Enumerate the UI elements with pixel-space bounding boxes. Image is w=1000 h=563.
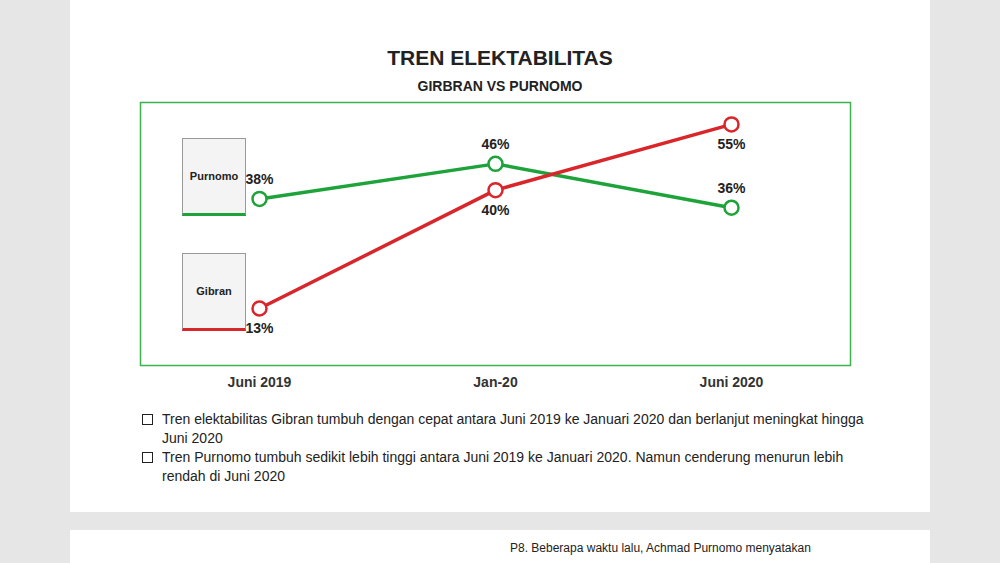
html-text:Gibran: Gibran: [196, 285, 232, 297]
html-text:TREN ELEKTABILITAS: TREN ELEKTABILITAS: [387, 46, 613, 69]
svg-text:36%: 36%: [717, 180, 746, 196]
html-text:P8. Beberapa waktu lalu, Achma: P8. Beberapa waktu lalu, Achmad Purnomo …: [510, 541, 811, 555]
svg-text:40%: 40%: [481, 202, 510, 218]
html-text:GIRBRAN VS PURNOMO: GIRBRAN VS PURNOMO: [417, 78, 583, 94]
svg-text:Jan-20: Jan-20: [473, 374, 518, 390]
html-text:Tren elektabilitas Gibran tumb: Tren elektabilitas Gibran tumbuh dengan …: [162, 411, 864, 446]
html-text:Tren Purnomo tumbuh sedikit le: Tren Purnomo tumbuh sedikit lebih tinggi…: [162, 449, 844, 484]
svg-text:46%: 46%: [481, 136, 510, 152]
svg-text:Juni 2019: Juni 2019: [228, 374, 292, 390]
svg-text:Juni 2020: Juni 2020: [700, 374, 764, 390]
html-text:Purnomo: Purnomo: [189, 170, 239, 182]
svg-text:13%: 13%: [245, 320, 274, 336]
svg-text:55%: 55%: [717, 136, 746, 152]
svg-text:38%: 38%: [245, 171, 274, 187]
